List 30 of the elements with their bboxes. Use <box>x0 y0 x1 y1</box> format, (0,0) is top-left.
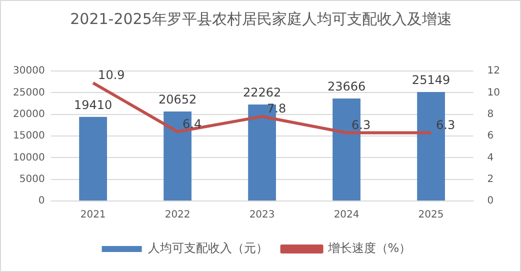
data-label: 10.9 <box>98 68 125 82</box>
x-tick-label: 2022 <box>164 210 190 221</box>
data-label: 22262 <box>242 86 282 100</box>
data-label: 19410 <box>74 98 112 112</box>
y2-tick-label: 12 <box>487 66 500 77</box>
legend-label: 增长速度（%） <box>326 241 412 256</box>
data-label: 6.4 <box>182 116 202 131</box>
y-tick-label: 30000 <box>13 66 45 77</box>
chart-title: 2021-2025年罗平县农村居民家庭人均可支配收入及增速 <box>69 9 453 29</box>
y2-tick-label: 10 <box>487 87 500 98</box>
x-tick-label: 2023 <box>249 210 275 221</box>
y2-tick-label: 4 <box>487 152 494 164</box>
y2-tick-label: 2 <box>487 174 494 185</box>
x-tick-label: 2025 <box>418 210 444 221</box>
y-tick-label: 20000 <box>13 108 45 120</box>
y-tick-label: 10000 <box>13 152 45 164</box>
y2-tick-label: 6 <box>487 130 494 142</box>
data-label: 23666 <box>327 80 366 94</box>
legend-label: 人均可支配收入（元） <box>148 241 268 256</box>
bar <box>79 116 107 200</box>
data-label: 25149 <box>412 73 450 88</box>
y-tick-label: 5000 <box>19 174 45 185</box>
y2-tick-label: 8 <box>487 108 494 120</box>
y-tick-label: 15000 <box>13 130 45 142</box>
y-tick-label: 25000 <box>13 87 45 98</box>
data-label: 20652 <box>158 92 197 107</box>
x-tick-label: 2024 <box>334 210 360 221</box>
x-tick-label: 2021 <box>80 210 106 221</box>
y2-tick-label: 0 <box>487 196 494 207</box>
y-tick-label: 0 <box>38 196 45 207</box>
